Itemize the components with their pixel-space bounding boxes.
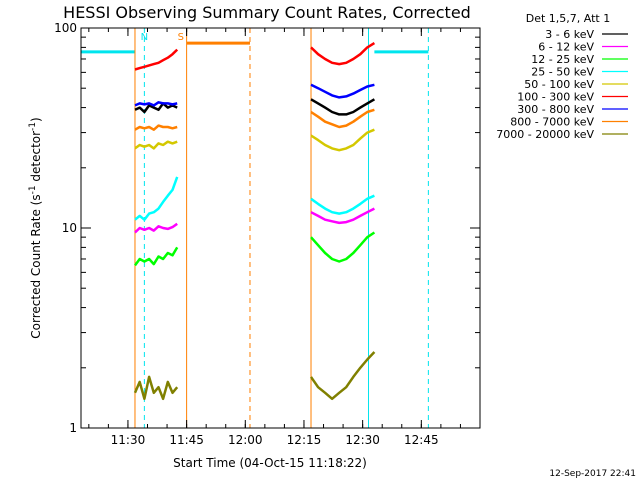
series-line-3-0 [134, 176, 179, 221]
series-line-0-1 [310, 98, 376, 116]
legend-label-4: 50 - 100 keV [524, 78, 594, 91]
y-axis-label: Corrected Count Rate (s-1 detector-1) [28, 117, 43, 338]
legend-label-8: 7000 - 20000 keV [496, 128, 594, 141]
legend-label-0: 3 - 6 keV [545, 28, 594, 41]
series-line-2-0 [133, 246, 179, 267]
series-line-5-1 [310, 42, 376, 66]
x-tick-label-0: 11:30 [111, 433, 146, 447]
x-tick-label-1: 11:45 [169, 433, 204, 447]
series-line-0-0 [134, 102, 178, 114]
legend-label-5: 100 - 300 keV [517, 91, 594, 104]
footer-timestamp: 12-Sep-2017 22:41 [549, 469, 636, 479]
series-line-1-1 [310, 207, 375, 225]
series-line-8-1 [309, 351, 376, 401]
series-line-3-1 [310, 194, 375, 215]
series-line-2-1 [310, 231, 376, 263]
x-tick-label-2: 12:00 [228, 433, 263, 447]
series-line-4-1 [310, 128, 375, 152]
marker-label-1: S [178, 32, 184, 43]
series-line-5-0 [134, 48, 179, 71]
x-tick-label-3: 12:15 [287, 433, 322, 447]
marker-label-0: N [141, 32, 148, 43]
series-line-7-1 [310, 108, 375, 129]
legend-title: Det 1,5,7, Att 1 [526, 12, 610, 25]
y-tick-label-2: 100 [54, 21, 77, 35]
series-line-6-0 [134, 101, 178, 107]
legend-label-1: 6 - 12 keV [538, 41, 594, 54]
series-line-7-0 [134, 124, 178, 131]
series-line-1-0 [134, 222, 178, 234]
x-tick-label-4: 12:30 [345, 433, 380, 447]
legend-label-7: 800 - 7000 keV [510, 116, 594, 129]
y-tick-label-0: 1 [69, 421, 77, 435]
series-line-8-0 [133, 375, 179, 401]
legend-label-6: 300 - 800 keV [517, 103, 594, 116]
series-line-4-0 [134, 140, 178, 150]
legend-label-2: 12 - 25 keV [531, 53, 594, 66]
y-tick-label-1: 10 [62, 221, 77, 235]
chart-title: HESSI Observing Summary Count Rates, Cor… [63, 3, 471, 22]
axes: 11:30 11:45 12:00 12:15 12:30 12:45 1 10 100 [54, 21, 480, 447]
x-axis-label: Start Time (04-Oct-15 11:18:22) [173, 456, 367, 470]
legend-label-3: 25 - 50 keV [531, 66, 594, 79]
x-tick-label-5: 12:45 [404, 433, 439, 447]
series-line-6-1 [310, 83, 375, 99]
